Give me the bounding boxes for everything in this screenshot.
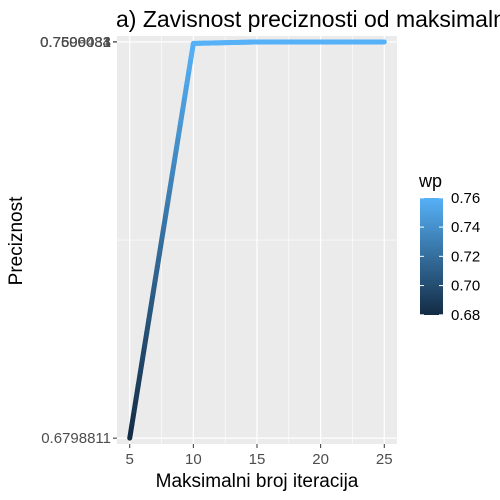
x-tick-label: 20 bbox=[312, 451, 329, 468]
data-line bbox=[127, 39, 387, 441]
legend-label: 0.68 bbox=[451, 307, 480, 324]
legend-label: 0.70 bbox=[451, 278, 480, 295]
x-axis-title: Maksimalni broj iteracija bbox=[156, 471, 359, 492]
y-tick-label: 0.6798811 bbox=[41, 430, 111, 447]
legend-ticks: 0.76 0.74 0.72 0.70 0.68 bbox=[420, 190, 480, 324]
x-axis: 5 10 15 20 25 bbox=[126, 444, 393, 468]
y-tick-label: 0.7596433 bbox=[40, 34, 111, 51]
y-axis: 0.6798811 0.75964330.75990340.76000310.76… bbox=[40, 34, 117, 447]
y-axis-title: Preciznost bbox=[6, 196, 27, 285]
chart-title: a) Zavisnost preciznosti od maksimalnog … bbox=[116, 6, 500, 32]
x-tick-label: 5 bbox=[126, 451, 134, 468]
legend-label: 0.74 bbox=[451, 219, 480, 236]
legend-title: wp bbox=[418, 171, 442, 191]
y-tick-label: 0.7600081 bbox=[40, 34, 111, 51]
legend-label: 0.72 bbox=[451, 248, 480, 265]
legend: wp 0.76 0.74 0.72 0.70 0.68 bbox=[418, 171, 480, 324]
legend-colorbar bbox=[420, 198, 443, 315]
x-tick-label: 25 bbox=[376, 451, 393, 468]
y-tick-label: 0.7600031 bbox=[40, 34, 111, 51]
legend-label: 0.76 bbox=[451, 190, 480, 207]
x-tick-label: 15 bbox=[249, 451, 266, 468]
y-tick-label: 0.7599034 bbox=[40, 34, 111, 51]
x-tick-label: 10 bbox=[185, 451, 202, 468]
